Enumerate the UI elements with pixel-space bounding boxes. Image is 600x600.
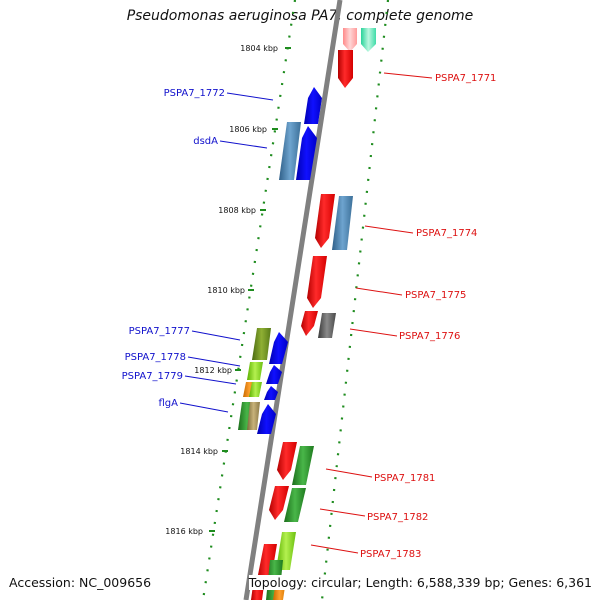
- gene-label: PSPA7_1771: [435, 73, 496, 84]
- left-leader-lines: [179, 92, 274, 413]
- gene-pspa7-1771: [338, 50, 353, 88]
- gene-label: PSPA7_1778: [125, 352, 186, 363]
- gene-pspa7-1776a: [301, 311, 318, 336]
- tick-label: 1806 kbp: [229, 125, 267, 134]
- gene-label: PSPA7_1777: [129, 326, 190, 337]
- gene-flgA-tan: [247, 402, 260, 430]
- gene-pspa7-1775: [307, 256, 327, 308]
- gene-pspa7-1781: [292, 446, 314, 485]
- gene-pspa7-1777: [252, 328, 271, 360]
- gene-dsdA: [296, 126, 317, 180]
- gene-flgA: [257, 404, 276, 434]
- forward-strand-genes: [251, 28, 376, 600]
- tick-marks: [209, 47, 291, 532]
- tick-label: 1804 kbp: [240, 44, 278, 53]
- gene-label: PSPA7_1781: [374, 473, 435, 484]
- tick-label: 1812 kbp: [194, 366, 232, 375]
- gene-mint: [361, 28, 376, 52]
- gene-pspa7-1778: [247, 362, 263, 380]
- gene-pspa7-1777b: [269, 332, 288, 364]
- tick-label: 1816 kbp: [165, 527, 203, 536]
- gene-label: PSPA7_1782: [367, 512, 428, 523]
- genome-backbone: [243, 0, 343, 600]
- tick-label: 1810 kbp: [207, 286, 245, 295]
- gene-label: PSPA7_1779: [122, 371, 183, 382]
- inner-dotted-arc: [201, 0, 297, 600]
- gene-label: PSPA7_1774: [416, 228, 477, 239]
- gene-pspa7-1779c: [264, 386, 278, 400]
- tick-label: 1814 kbp: [180, 447, 218, 456]
- accession-text: Accession: NC_009656: [9, 575, 152, 590]
- reverse-strand-genes: [238, 87, 322, 434]
- gene-label: PSPA7_1775: [405, 290, 466, 301]
- gene-pspa7-1774: [315, 194, 335, 248]
- gene-pspa7-1779b: [249, 382, 262, 397]
- topology-text: Topology: circular; Length: 6,588,339 bp…: [248, 575, 592, 590]
- gene-pspa7-1782: [284, 488, 306, 522]
- gene-label: flgA: [159, 398, 179, 409]
- tick-label: 1808 kbp: [218, 206, 256, 215]
- gene-label: PSPA7_1776: [399, 331, 460, 342]
- gene-pspa7-1781a: [277, 442, 297, 480]
- gene-label: PSPA7_1772: [164, 88, 225, 99]
- gene-label: dsdA: [193, 136, 218, 147]
- gene-pspa7-1778b: [266, 365, 282, 384]
- gene-pink: [343, 28, 357, 52]
- outer-dotted-arc: [320, 0, 390, 600]
- gene-pspa7-1782a: [269, 486, 289, 520]
- gene-pspa7-1776: [318, 313, 336, 338]
- gene-pspa7-1772: [304, 87, 322, 124]
- gene-pspa7-1774b: [332, 196, 353, 250]
- right-leader-lines: [310, 72, 433, 554]
- gene-label: PSPA7_1783: [360, 549, 421, 560]
- gene-dsdA-steel: [279, 122, 301, 180]
